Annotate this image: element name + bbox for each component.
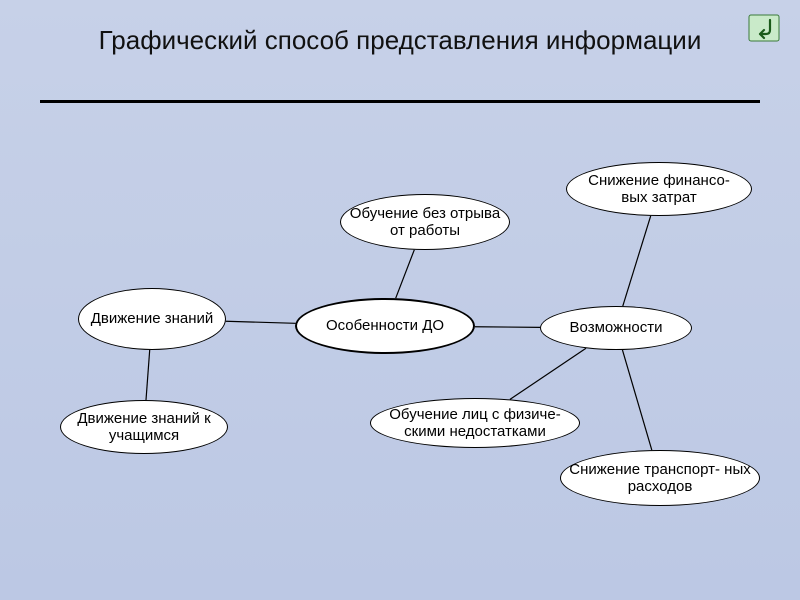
edge-center-move xyxy=(226,321,296,323)
return-button[interactable] xyxy=(748,14,780,42)
edge-center-opp xyxy=(475,327,540,328)
edge-opp-fin xyxy=(623,216,651,306)
concept-diagram: Особенности ДО Движение знаний Движение зн… xyxy=(0,110,800,600)
node-nowork: Обучение без отрыва от работы xyxy=(340,194,510,250)
page-title: Графический способ представления информа… xyxy=(90,24,710,57)
node-move: Движение знаний xyxy=(78,288,226,350)
node-opp: Возможности xyxy=(540,306,692,350)
title-underline xyxy=(40,100,760,103)
return-arrow-icon xyxy=(748,14,780,42)
node-transp: Снижение транспорт- ных расходов xyxy=(560,450,760,506)
edge-center-nowork xyxy=(396,250,415,298)
edge-move-move_stud xyxy=(146,350,150,400)
edge-opp-phys xyxy=(510,348,586,399)
edge-opp-transp xyxy=(622,350,651,450)
node-move_stud: Движение знаний к учащимся xyxy=(60,400,228,454)
node-fin: Снижение финансо- вых затрат xyxy=(566,162,752,216)
node-center: Особенности ДО xyxy=(295,298,475,354)
title-area: Графический способ представления информа… xyxy=(90,24,710,57)
node-phys: Обучение лиц с физиче- скими недостаткам… xyxy=(370,398,580,448)
